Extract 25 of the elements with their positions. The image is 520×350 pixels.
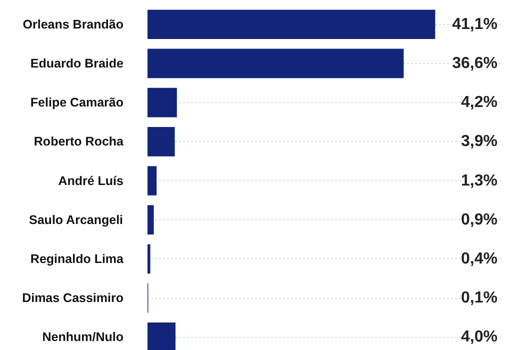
data-label: 3,9% — [461, 133, 498, 150]
data-label: 41,1% — [452, 16, 498, 33]
data-label: 0,4% — [461, 250, 498, 268]
y-tick-label: Felipe Camarão — [30, 96, 124, 110]
y-tick-label: Roberto Rocha — [34, 134, 125, 149]
y-tick-label: Eduardo Braide — [30, 56, 124, 70]
y-tick-label: Nenhum/Nulo — [42, 330, 124, 344]
bar — [148, 244, 150, 274]
data-label: 4,2% — [461, 94, 498, 112]
data-label: 0,9% — [461, 211, 498, 228]
data-label: 1,3% — [461, 172, 498, 190]
data-label: 36,6% — [452, 54, 498, 72]
bar — [148, 88, 177, 118]
bar — [148, 205, 154, 235]
data-label: 0,1% — [461, 290, 498, 307]
y-tick-label: Saulo Arcangeli — [29, 212, 124, 227]
bar — [148, 126, 175, 156]
y-tick-label: Reginaldo Lima — [30, 252, 125, 266]
bar — [148, 166, 157, 196]
y-tick-label: Dimas Cassimiro — [22, 291, 124, 306]
y-tick-label: André Luís — [58, 174, 124, 188]
bar — [148, 48, 404, 78]
data-label: 4,0% — [461, 328, 498, 346]
y-tick-label: Orleans Brandão — [22, 17, 124, 32]
bar — [148, 10, 436, 40]
